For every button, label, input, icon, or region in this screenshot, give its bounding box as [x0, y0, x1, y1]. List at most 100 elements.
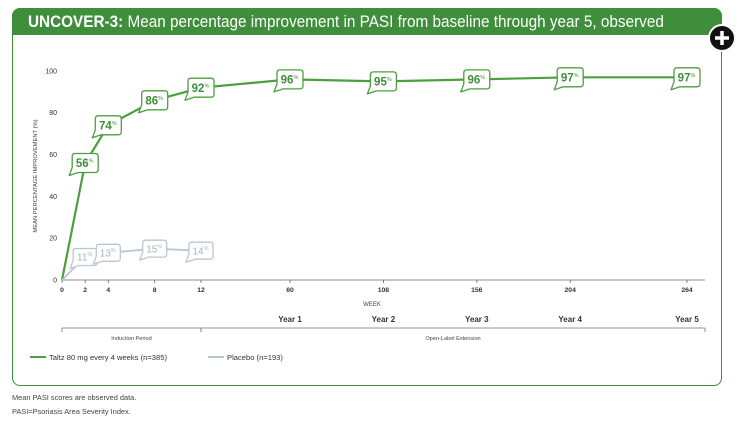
- legend: Taltz 80 mg every 4 weeks (n=385) Placeb…: [30, 353, 283, 362]
- data-label-value: 15: [146, 244, 158, 255]
- data-label-text: 86%: [145, 95, 163, 107]
- period-label: Induction Period: [111, 336, 151, 342]
- data-label-box: [553, 67, 584, 91]
- x-tick-label: 60: [286, 287, 294, 294]
- year-label: Year 4: [558, 315, 582, 324]
- data-label-suffix: %: [204, 246, 209, 252]
- data-label-placebo: 13%: [92, 243, 121, 265]
- data-labels: 56%74%86%92% 96% 95% 96% 97% 97%11% 13% 15% 14%: [68, 67, 701, 270]
- data-label-text: 92%: [192, 83, 210, 95]
- y-tick-label: 0: [53, 277, 57, 284]
- data-label-value: 86: [145, 95, 158, 107]
- data-label-suffix: %: [480, 75, 485, 81]
- legend-label-taltz: Taltz 80 mg every 4 weeks (n=385): [49, 353, 167, 362]
- data-label-taltz: 92%: [184, 77, 215, 101]
- data-label-value: 13: [100, 248, 112, 259]
- x-tick-label: 204: [565, 287, 577, 294]
- data-label-suffix: %: [157, 244, 162, 250]
- data-label-box: [273, 69, 304, 93]
- period-label: Open-Label Extension: [425, 336, 480, 342]
- x-tick-label: 4: [106, 287, 110, 294]
- data-label-value: 96: [281, 75, 294, 87]
- title-description: Mean percentage improvement in PASI from…: [127, 12, 664, 31]
- data-label-value: 97: [561, 72, 574, 84]
- data-label-text: 96%: [281, 75, 299, 87]
- data-label-text: 14%: [192, 246, 208, 257]
- x-tick-label: 264: [681, 287, 693, 294]
- data-label-text: 97%: [561, 72, 579, 84]
- x-tick-label: 12: [197, 287, 205, 294]
- data-label-box: [91, 115, 122, 139]
- data-label-text: 97%: [678, 72, 696, 84]
- data-label-placebo: 15%: [139, 239, 168, 261]
- data-label-value: 14: [192, 246, 204, 257]
- data-label-text: 95%: [374, 77, 392, 89]
- data-label-suffix: %: [204, 83, 209, 89]
- data-label-suffix: %: [87, 252, 92, 258]
- data-label-placebo: 11%: [69, 247, 98, 270]
- year-labels: Year 1 Year 2 Year 3 Year 4 Year 5: [278, 315, 699, 324]
- data-label-suffix: %: [387, 77, 392, 83]
- y-tick-label: 100: [45, 68, 57, 75]
- data-label-box: [68, 152, 99, 177]
- data-label-text: 74%: [99, 121, 117, 133]
- data-label-suffix: %: [158, 96, 163, 102]
- data-label-taltz: 96%: [273, 69, 304, 93]
- footnote-observed-data: Mean PASI scores are observed data.: [12, 393, 137, 402]
- legend-label-placebo: Placebo (n=193): [227, 353, 283, 362]
- y-tick-label: 20: [49, 236, 57, 243]
- data-label-suffix: %: [89, 159, 94, 165]
- data-label-suffix: %: [690, 73, 695, 79]
- series-line-taltz: [60, 76, 689, 282]
- data-label-text: 15%: [146, 244, 162, 256]
- data-label-box: [460, 69, 491, 93]
- x-tick-label: 0: [60, 287, 64, 294]
- y-tick-label: 40: [49, 194, 57, 201]
- data-label-taltz: 56%: [68, 152, 99, 177]
- period-brackets: Induction Period Open-Label Extension: [61, 327, 706, 342]
- data-label-value: 92: [192, 83, 205, 95]
- footnote-pasi-definition: PASI=Psoriasis Area Severity Index.: [12, 407, 131, 416]
- data-label-box: [139, 239, 168, 261]
- data-label-taltz: 74%: [91, 115, 122, 139]
- x-tick-label: 8: [153, 287, 157, 294]
- year-label: Year 2: [372, 315, 396, 324]
- x-tick-label: 2: [83, 287, 87, 294]
- data-label-taltz: 95%: [366, 71, 398, 95]
- data-label-value: 96: [467, 75, 480, 87]
- data-label-suffix: %: [293, 75, 298, 81]
- data-label-taltz: 97%: [670, 67, 701, 91]
- data-label-box: [92, 243, 121, 265]
- x-tick-label: 156: [471, 287, 483, 294]
- data-label-text: 56%: [76, 158, 94, 170]
- data-label-taltz: 96%: [460, 69, 491, 93]
- data-label-text: 96%: [467, 75, 485, 87]
- data-label-value: 11: [77, 253, 88, 264]
- y-tick-label: 60: [49, 152, 57, 159]
- data-label-box: [185, 241, 214, 263]
- chart-title: UNCOVER-3: Mean percentage improvement i…: [28, 8, 664, 35]
- expand-button[interactable]: [708, 24, 736, 52]
- x-axis-label: WEEK: [363, 302, 381, 308]
- data-label-box: [366, 71, 398, 95]
- data-label-taltz: 86%: [138, 90, 169, 114]
- data-label-value: 74: [99, 121, 112, 133]
- data-label-suffix: %: [112, 121, 117, 127]
- year-label: Year 3: [465, 315, 489, 324]
- year-label: Year 1: [278, 315, 302, 324]
- y-axis-label: MEAN PERCENTAGE IMPROVEMENT (%): [33, 119, 39, 232]
- x-axis-ticks: 0 2 4 8 12 60 108 156 204 264: [60, 280, 693, 294]
- title-study-name: UNCOVER-3:: [28, 12, 124, 31]
- data-label-box: [184, 77, 215, 101]
- y-tick-label: 80: [49, 110, 57, 117]
- data-label-box: [670, 67, 701, 91]
- data-label-value: 95: [374, 77, 387, 89]
- data-label-box: [138, 90, 169, 114]
- year-label: Year 5: [675, 315, 699, 324]
- data-label-value: 56: [76, 158, 89, 170]
- data-label-text: 13%: [100, 248, 116, 260]
- data-label-suffix: %: [574, 73, 579, 79]
- x-tick-label: 108: [378, 287, 390, 294]
